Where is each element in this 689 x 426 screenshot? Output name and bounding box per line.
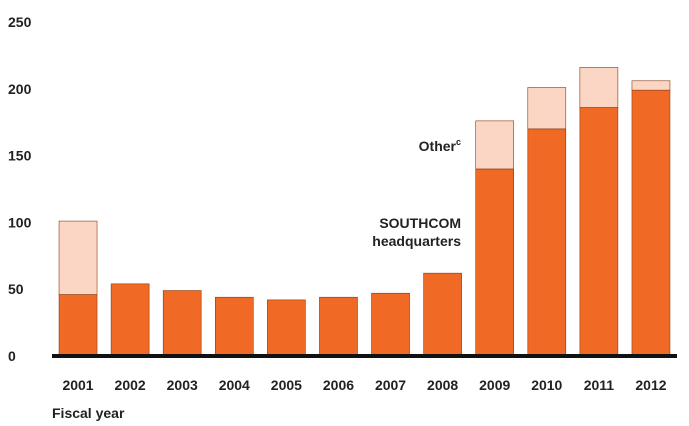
x-tick-label: 2005 xyxy=(271,377,302,393)
bar-southcom xyxy=(631,89,671,357)
x-tick-label: 2012 xyxy=(635,377,666,393)
x-axis-label: Fiscal year xyxy=(52,405,125,421)
legend-label-other-text: Other xyxy=(419,138,457,154)
x-tick-label: 2003 xyxy=(167,377,198,393)
x-axis: 2001 2002 2003 2004 2005 2006 2007 2008 2009 2010… xyxy=(62,377,666,393)
y-axis: 0 50 100 150 200 250 xyxy=(8,14,32,364)
bar-other xyxy=(579,67,619,108)
x-tick-label: 2009 xyxy=(479,377,510,393)
x-tick-label: 2004 xyxy=(219,377,250,393)
bar-southcom xyxy=(214,296,254,357)
bar-southcom xyxy=(371,292,410,357)
x-tick-label: 2001 xyxy=(62,377,93,393)
legend-label-southcom: SOUTHCOM headquarters xyxy=(372,215,461,249)
legend-label-other-superscript: c xyxy=(456,137,461,147)
x-tick-label: 2010 xyxy=(531,377,562,393)
y-tick-label: 150 xyxy=(8,148,32,164)
bar-other xyxy=(475,120,515,170)
y-tick-label: 0 xyxy=(8,348,16,364)
y-tick-label: 100 xyxy=(8,214,32,230)
bar-other xyxy=(631,80,671,91)
y-tick-label: 50 xyxy=(8,281,24,297)
legend-label-other: Otherc xyxy=(419,137,461,154)
bar-southcom xyxy=(162,290,202,357)
bar-other xyxy=(527,87,567,130)
legend-label-southcom-line: SOUTHCOM xyxy=(379,215,461,231)
x-tick-label: 2007 xyxy=(375,377,406,393)
legend-label-southcom-line: headquarters xyxy=(372,233,461,249)
bar-southcom xyxy=(475,168,515,357)
bar-southcom xyxy=(579,107,619,357)
x-tick-label: 2006 xyxy=(323,377,354,393)
bar-southcom xyxy=(527,128,567,357)
bar-southcom xyxy=(423,272,462,357)
x-tick-label: 2008 xyxy=(427,377,458,393)
x-tick-label: 2002 xyxy=(115,377,146,393)
bar-southcom xyxy=(319,296,358,357)
bar-southcom xyxy=(267,299,306,357)
bar-southcom xyxy=(58,294,98,357)
bars xyxy=(58,67,671,357)
x-tick-label: 2011 xyxy=(584,377,615,393)
y-tick-label: 200 xyxy=(8,81,32,97)
bar-other xyxy=(58,220,98,295)
bar-southcom xyxy=(110,283,150,357)
y-tick-label: 250 xyxy=(8,14,32,30)
